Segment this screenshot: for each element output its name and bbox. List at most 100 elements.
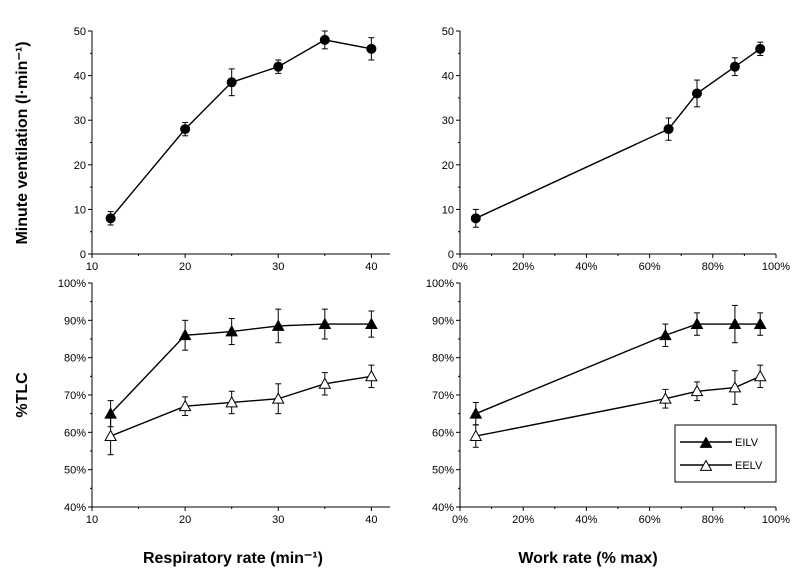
series-eilv [104, 308, 378, 428]
data-point [365, 317, 378, 329]
data-point [755, 43, 766, 54]
x-tick-label: 40% [575, 514, 597, 526]
y-axis-title-bottom: %TLC [14, 372, 31, 418]
series-eelv [469, 364, 767, 448]
data-point [729, 61, 740, 72]
x-tick-label: 20 [179, 514, 191, 526]
data-point [178, 328, 192, 341]
y-tick-label: 20 [442, 160, 454, 172]
y-tick-label: 80% [432, 353, 454, 365]
x-tick-label: 0% [452, 261, 468, 273]
data-point [692, 88, 702, 99]
y-tick-label: 70% [432, 390, 454, 402]
legend-box [674, 424, 777, 483]
data-point [753, 317, 767, 329]
chart-panel-bottom-left: 40% 50% 60% 70% 80% 90% 100% 10 20 30 40 [58, 278, 390, 526]
y-tick-label: 60% [64, 427, 86, 439]
chart-panel-bottom-right: 40% 50% 60% 70% 80% 90% 100% 0% 20% 40% 60% 80% 100%… [426, 278, 790, 526]
data-point [225, 325, 239, 337]
data-point [470, 213, 481, 224]
y-tick-label: 90% [432, 315, 454, 327]
y-tick-label: 0 [80, 249, 86, 261]
series-line [110, 323, 372, 415]
x-tick-label: 80% [702, 261, 724, 273]
x-tick-label: 30 [272, 261, 284, 273]
x-tick-label: 10 [86, 514, 98, 526]
y-tick-label: 60% [432, 427, 454, 439]
x-tick-label: 0% [452, 514, 468, 526]
x-tick-label: 40% [575, 261, 597, 273]
x-tick-label: 10 [86, 261, 98, 273]
y-tick-label: 40% [64, 502, 86, 514]
y-tick-label: 30 [74, 115, 86, 127]
y-tick-label: 100% [426, 278, 454, 290]
series-line [110, 39, 372, 219]
series-line [475, 323, 761, 415]
data-point [271, 392, 285, 404]
data-point [690, 317, 704, 329]
data-point [753, 369, 767, 382]
y-tick-label: 10 [442, 204, 454, 216]
y-tick-label: 50 [442, 26, 454, 38]
y-tick-label: 50% [432, 465, 454, 477]
data-point [469, 407, 483, 419]
data-point [690, 384, 704, 397]
y-tick-label: 30 [442, 115, 454, 127]
data-point [180, 124, 191, 135]
x-tick-label: 20% [512, 514, 534, 526]
data-point [318, 317, 332, 329]
y-axis-title-top: Minute ventilation (l·min⁻¹) [14, 41, 31, 244]
legend: EILV EELV [674, 424, 777, 483]
x-tick-label: 80% [702, 514, 724, 526]
chart-panel-top-right: 0 10 20 30 40 50 0% 20% 40% 60% 80% 100% [442, 26, 791, 273]
series-line [110, 375, 372, 437]
data-point [271, 319, 285, 331]
x-tick-label: 100% [762, 514, 790, 526]
data-point [366, 43, 377, 54]
data-point [178, 399, 192, 412]
data-point [469, 429, 483, 441]
series-eelv [104, 364, 378, 456]
x-axis-title-left: Respiratory rate (min⁻¹) [143, 550, 323, 567]
y-tick-label: 70% [64, 390, 86, 402]
y-tick-label: 90% [64, 315, 86, 327]
series-s0 [470, 41, 766, 228]
x-tick-label: 40 [365, 514, 377, 526]
y-tick-label: 40 [74, 71, 86, 83]
data-point [273, 61, 284, 72]
x-tick-label: 20 [179, 261, 191, 273]
y-tick-label: 10 [74, 204, 86, 216]
x-tick-label: 60% [639, 514, 661, 526]
legend-label: EILV [735, 437, 759, 449]
data-point [318, 377, 332, 389]
data-point [225, 395, 239, 408]
data-point [226, 77, 237, 88]
series-eilv [469, 304, 767, 426]
legend-marker [699, 436, 713, 448]
y-tick-label: 40 [442, 71, 454, 83]
data-point [365, 369, 378, 382]
series-line [475, 48, 761, 219]
y-tick-label: 100% [58, 278, 86, 290]
y-tick-label: 80% [64, 353, 86, 365]
x-tick-label: 100% [762, 261, 790, 273]
data-point [659, 392, 672, 404]
y-tick-label: 50% [64, 465, 86, 477]
legend-marker [699, 459, 713, 471]
series-s0 [105, 30, 377, 226]
x-tick-label: 40 [365, 261, 377, 273]
x-tick-label: 60% [639, 261, 661, 273]
x-tick-label: 30 [272, 514, 284, 526]
y-tick-label: 50 [74, 26, 86, 38]
legend-label: EELV [735, 460, 763, 472]
y-tick-label: 40% [432, 502, 454, 514]
y-tick-label: 20 [74, 160, 86, 172]
x-tick-label: 20% [512, 261, 534, 273]
data-point [319, 34, 330, 45]
data-point [104, 429, 117, 441]
data-point [105, 213, 116, 224]
x-axis-title-right: Work rate (% max) [518, 550, 657, 567]
data-point [728, 381, 742, 393]
